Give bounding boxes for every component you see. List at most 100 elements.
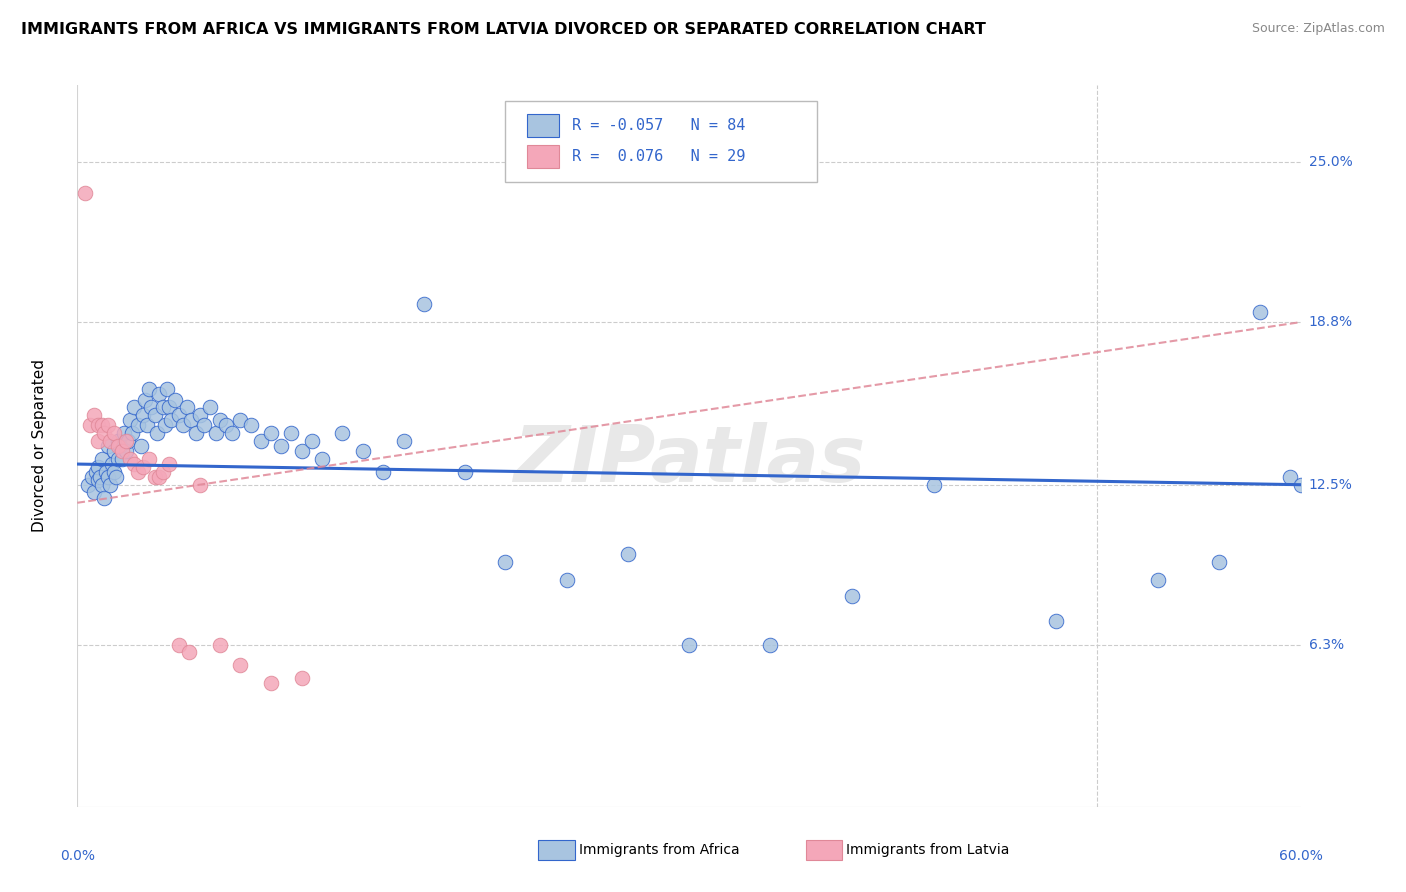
Text: Immigrants from Africa: Immigrants from Africa	[579, 843, 740, 857]
Point	[148, 470, 170, 484]
Point	[169, 638, 191, 652]
Point	[83, 485, 105, 500]
Point	[352, 444, 374, 458]
Point	[107, 451, 129, 466]
Point	[127, 465, 149, 479]
Point	[453, 465, 475, 479]
Point	[152, 465, 174, 479]
Point	[229, 413, 252, 427]
Point	[179, 645, 201, 659]
Point	[120, 451, 142, 466]
Point	[107, 439, 129, 453]
Point	[184, 426, 207, 441]
Point	[75, 186, 97, 201]
Point	[103, 444, 125, 458]
Point	[165, 392, 187, 407]
Point	[172, 418, 194, 433]
Point	[124, 401, 146, 415]
Point	[270, 439, 292, 453]
Point	[101, 457, 124, 471]
Point	[160, 413, 183, 427]
Text: 18.8%: 18.8%	[1309, 315, 1353, 329]
Point	[97, 418, 120, 433]
Point	[413, 297, 436, 311]
FancyBboxPatch shape	[506, 102, 817, 182]
FancyBboxPatch shape	[527, 145, 560, 168]
Point	[90, 477, 112, 491]
Point	[495, 555, 517, 569]
Point	[120, 413, 142, 427]
Point	[169, 408, 191, 422]
Point	[205, 426, 228, 441]
Text: 0.0%: 0.0%	[60, 848, 94, 863]
Point	[87, 473, 110, 487]
Point	[87, 418, 110, 433]
Point	[93, 491, 115, 505]
Point	[127, 418, 149, 433]
Point	[221, 426, 243, 441]
Point	[103, 426, 125, 441]
Text: 25.0%: 25.0%	[1309, 155, 1353, 169]
Point	[555, 573, 578, 587]
Point	[143, 408, 166, 422]
Point	[124, 457, 146, 471]
Point	[1279, 470, 1302, 484]
Point	[392, 434, 415, 448]
Point	[290, 444, 312, 458]
Text: R = -0.057   N = 84: R = -0.057 N = 84	[571, 119, 745, 134]
Point	[90, 451, 112, 466]
Point	[260, 676, 283, 690]
Point	[89, 470, 111, 484]
FancyBboxPatch shape	[527, 114, 560, 137]
Point	[97, 470, 120, 484]
Point	[87, 459, 110, 474]
Point	[1208, 555, 1230, 569]
Point	[371, 465, 394, 479]
Point	[80, 470, 103, 484]
Point	[97, 439, 120, 453]
Text: Divorced or Separated: Divorced or Separated	[32, 359, 46, 533]
Point	[107, 434, 129, 448]
Point	[759, 638, 782, 652]
Point	[93, 426, 115, 441]
Point	[152, 401, 174, 415]
Text: 6.3%: 6.3%	[1309, 638, 1344, 652]
Point	[193, 418, 215, 433]
Point	[180, 413, 202, 427]
Point	[117, 434, 139, 448]
Point	[121, 426, 143, 441]
Text: 12.5%: 12.5%	[1309, 478, 1353, 491]
Point	[332, 426, 354, 441]
Point	[146, 426, 169, 441]
Point	[115, 444, 138, 458]
Point	[98, 477, 121, 491]
Point	[198, 401, 221, 415]
Point	[250, 434, 273, 448]
Point	[922, 477, 945, 491]
Text: 60.0%: 60.0%	[1278, 848, 1323, 863]
Point	[617, 548, 640, 562]
Point	[208, 413, 231, 427]
Point	[290, 671, 312, 685]
Point	[105, 470, 128, 484]
Point	[215, 418, 238, 433]
Text: Immigrants from Latvia: Immigrants from Latvia	[846, 843, 1010, 857]
Point	[134, 392, 156, 407]
Point	[87, 434, 110, 448]
Point	[138, 382, 160, 396]
Point	[111, 451, 134, 466]
Point	[153, 418, 176, 433]
Text: Source: ZipAtlas.com: Source: ZipAtlas.com	[1251, 22, 1385, 36]
Point	[139, 401, 162, 415]
Point	[115, 434, 138, 448]
Point	[103, 465, 125, 479]
Point	[188, 408, 211, 422]
Point	[280, 426, 302, 441]
Text: R =  0.076   N = 29: R = 0.076 N = 29	[571, 149, 745, 164]
Point	[229, 658, 252, 673]
Text: ZIPatlas: ZIPatlas	[513, 423, 865, 499]
Point	[138, 451, 160, 466]
Point	[841, 589, 863, 603]
Point	[90, 418, 112, 433]
Point	[111, 444, 134, 458]
